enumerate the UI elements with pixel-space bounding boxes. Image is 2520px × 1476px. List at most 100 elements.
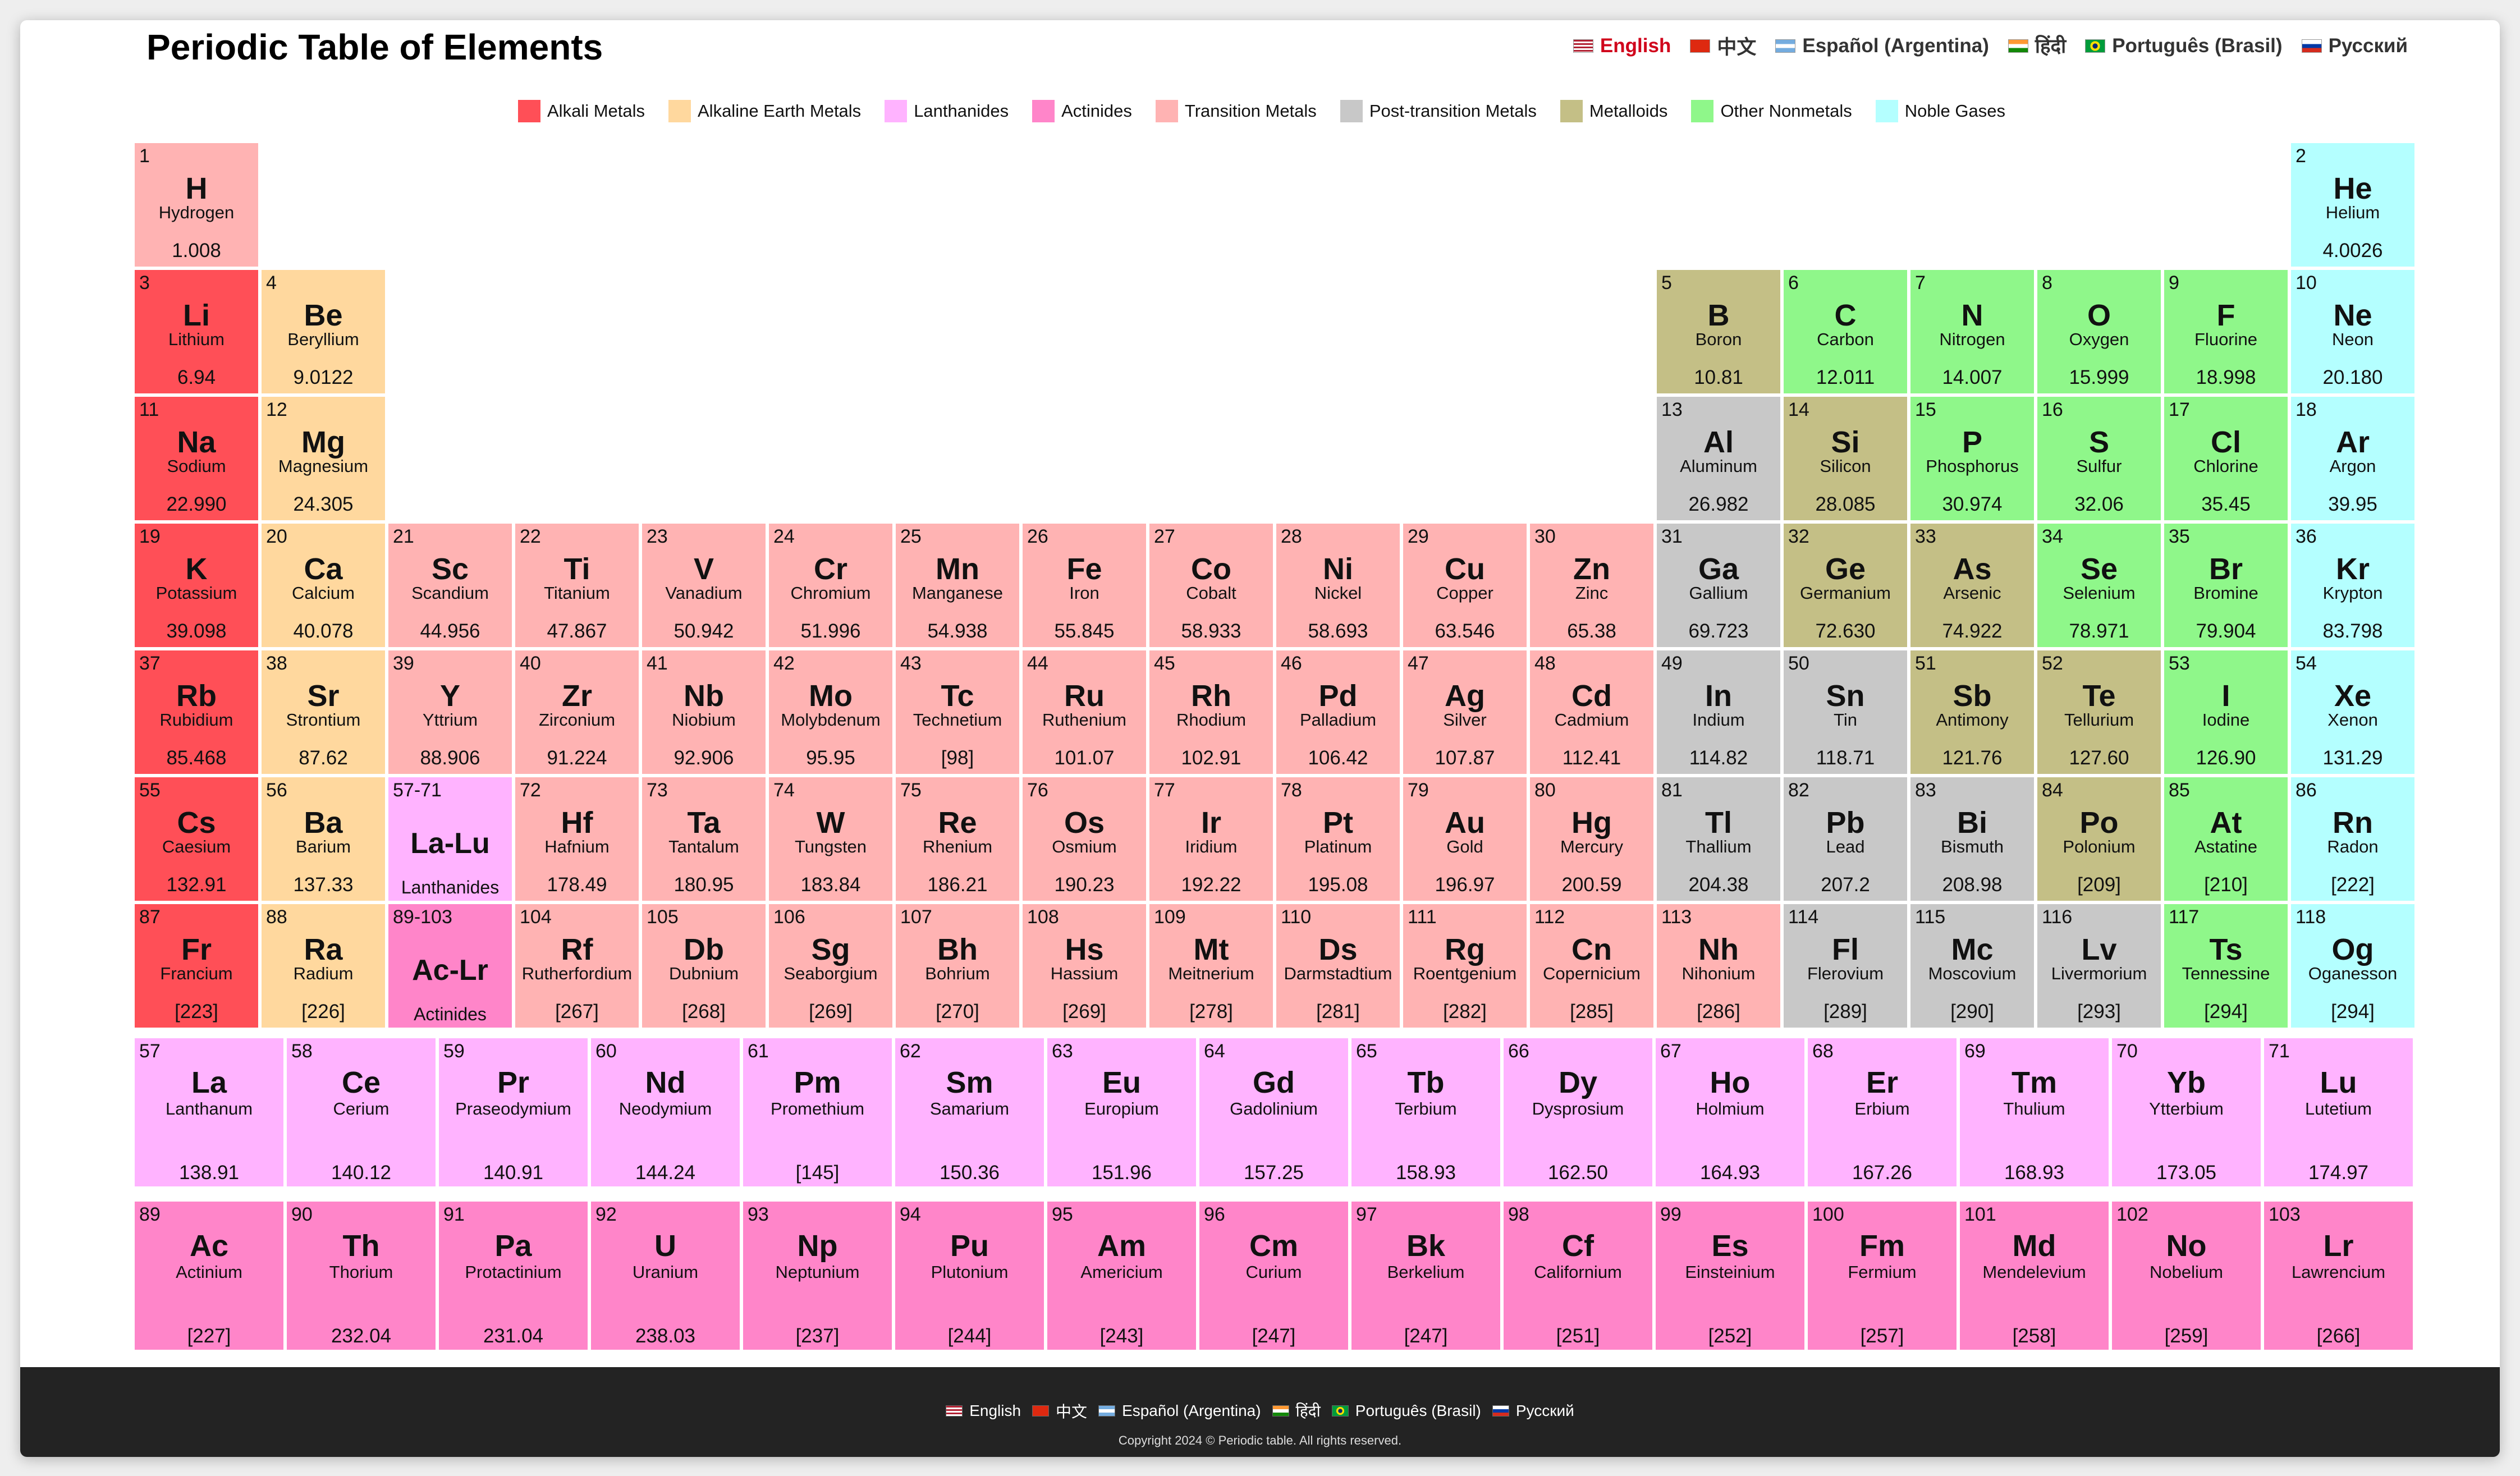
element-he[interactable]: 2 He Helium 4.0026 bbox=[2289, 141, 2416, 268]
element-zr[interactable]: 40 Zr Zirconium 91.224 bbox=[514, 649, 640, 776]
element-s[interactable]: 16 S Sulfur 32.06 bbox=[2036, 395, 2162, 522]
element-as[interactable]: 33 As Arsenic 74.922 bbox=[1909, 522, 2036, 649]
element-k[interactable]: 19 K Potassium 39.098 bbox=[133, 522, 260, 649]
element-br[interactable]: 35 Br Bromine 79.904 bbox=[2162, 522, 2289, 649]
element-fr[interactable]: 87 Fr Francium [223] bbox=[133, 902, 260, 1029]
element-pt[interactable]: 78 Pt Platinum 195.08 bbox=[1275, 776, 1401, 902]
element-u[interactable]: 92 U Uranium 238.03 bbox=[589, 1200, 741, 1351]
element-bh[interactable]: 107 Bh Bohrium [270] bbox=[894, 902, 1021, 1029]
element-dy[interactable]: 66 Dy Dysprosium 162.50 bbox=[1502, 1037, 1654, 1188]
element-tm[interactable]: 69 Tm Thulium 168.93 bbox=[1958, 1037, 2110, 1188]
element-te[interactable]: 52 Te Tellurium 127.60 bbox=[2036, 649, 2162, 776]
legend-item[interactable]: Transition Metals bbox=[1155, 100, 1317, 122]
element-er[interactable]: 68 Er Erbium 167.26 bbox=[1806, 1037, 1958, 1188]
element-cu[interactable]: 29 Cu Copper 63.546 bbox=[1401, 522, 1528, 649]
element-ga[interactable]: 31 Ga Gallium 69.723 bbox=[1655, 522, 1782, 649]
header-lang-br[interactable]: Português (Brasil) bbox=[2085, 35, 2283, 57]
element-hf[interactable]: 72 Hf Hafnium 178.49 bbox=[514, 776, 640, 902]
element-th[interactable]: 90 Th Thorium 232.04 bbox=[285, 1200, 437, 1351]
element-ni[interactable]: 28 Ni Nickel 58.693 bbox=[1275, 522, 1401, 649]
element-o[interactable]: 8 O Oxygen 15.999 bbox=[2036, 268, 2162, 395]
element-eu[interactable]: 63 Eu Europium 151.96 bbox=[1046, 1037, 1198, 1188]
element-ca[interactable]: 20 Ca Calcium 40.078 bbox=[260, 522, 387, 649]
element-pb[interactable]: 82 Pb Lead 207.2 bbox=[1782, 776, 1909, 902]
element-ba[interactable]: 56 Ba Barium 137.33 bbox=[260, 776, 387, 902]
element-n[interactable]: 7 N Nitrogen 14.007 bbox=[1909, 268, 2036, 395]
element-no[interactable]: 102 No Nobelium [259] bbox=[2110, 1200, 2262, 1351]
element-fe[interactable]: 26 Fe Iron 55.845 bbox=[1021, 522, 1148, 649]
element-re[interactable]: 75 Re Rhenium 186.21 bbox=[894, 776, 1021, 902]
element-h[interactable]: 1 H Hydrogen 1.008 bbox=[133, 141, 260, 268]
element-cr[interactable]: 24 Cr Chromium 51.996 bbox=[767, 522, 894, 649]
element-i[interactable]: 53 I Iodine 126.90 bbox=[2162, 649, 2289, 776]
element-mo[interactable]: 42 Mo Molybdenum 95.95 bbox=[767, 649, 894, 776]
element-mg[interactable]: 12 Mg Magnesium 24.305 bbox=[260, 395, 387, 522]
element-pm[interactable]: 61 Pm Promethium [145] bbox=[741, 1037, 894, 1188]
element-zn[interactable]: 30 Zn Zinc 65.38 bbox=[1528, 522, 1655, 649]
element-at[interactable]: 85 At Astatine [210] bbox=[2162, 776, 2289, 902]
element-f[interactable]: 9 F Fluorine 18.998 bbox=[2162, 268, 2289, 395]
legend-item[interactable]: Metalloids bbox=[1560, 100, 1667, 122]
element-fm[interactable]: 100 Fm Fermium [257] bbox=[1806, 1200, 1958, 1351]
element-fl[interactable]: 114 Fl Flerovium [289] bbox=[1782, 902, 1909, 1029]
element-sg[interactable]: 106 Sg Seaborgium [269] bbox=[767, 902, 894, 1029]
element-kr[interactable]: 36 Kr Krypton 83.798 bbox=[2289, 522, 2416, 649]
header-lang-ar[interactable]: Español (Argentina) bbox=[1775, 35, 1989, 57]
element-tb[interactable]: 65 Tb Terbium 158.93 bbox=[1350, 1037, 1502, 1188]
legend-item[interactable]: Alkali Metals bbox=[518, 100, 645, 122]
element-os[interactable]: 76 Os Osmium 190.23 bbox=[1021, 776, 1148, 902]
element-na[interactable]: 11 Na Sodium 22.990 bbox=[133, 395, 260, 522]
legend-item[interactable]: Noble Gases bbox=[1875, 100, 2005, 122]
element-es[interactable]: 99 Es Einsteinium [252] bbox=[1654, 1200, 1806, 1351]
header-lang-ru[interactable]: Русский bbox=[2301, 35, 2408, 57]
footer-lang-cn[interactable]: 中文 bbox=[1032, 1400, 1087, 1422]
series-placeholder-la-lu[interactable]: 57-71 La-Lu Lanthanides bbox=[387, 776, 514, 902]
element-cf[interactable]: 98 Cf Californium [251] bbox=[1502, 1200, 1654, 1351]
footer-lang-in[interactable]: हिंदी bbox=[1272, 1400, 1321, 1422]
element-rh[interactable]: 45 Rh Rhodium 102.91 bbox=[1148, 649, 1275, 776]
element-cd[interactable]: 48 Cd Cadmium 112.41 bbox=[1528, 649, 1655, 776]
element-xe[interactable]: 54 Xe Xenon 131.29 bbox=[2289, 649, 2416, 776]
series-placeholder-ac-lr[interactable]: 89-103 Ac-Lr Actinides bbox=[387, 902, 514, 1029]
element-ag[interactable]: 47 Ag Silver 107.87 bbox=[1401, 649, 1528, 776]
element-al[interactable]: 13 Al Aluminum 26.982 bbox=[1655, 395, 1782, 522]
element-hs[interactable]: 108 Hs Hassium [269] bbox=[1021, 902, 1148, 1029]
element-ds[interactable]: 110 Ds Darmstadtium [281] bbox=[1275, 902, 1401, 1029]
element-cl[interactable]: 17 Cl Chlorine 35.45 bbox=[2162, 395, 2289, 522]
element-mc[interactable]: 115 Mc Moscovium [290] bbox=[1909, 902, 2036, 1029]
legend-item[interactable]: Post-transition Metals bbox=[1340, 100, 1537, 122]
header-lang-us[interactable]: English bbox=[1573, 35, 1671, 57]
element-pd[interactable]: 46 Pd Palladium 106.42 bbox=[1275, 649, 1401, 776]
element-se[interactable]: 34 Se Selenium 78.971 bbox=[2036, 522, 2162, 649]
element-nb[interactable]: 41 Nb Niobium 92.906 bbox=[640, 649, 767, 776]
element-ge[interactable]: 32 Ge Germanium 72.630 bbox=[1782, 522, 1909, 649]
element-rf[interactable]: 104 Rf Rutherfordium [267] bbox=[514, 902, 640, 1029]
element-lv[interactable]: 116 Lv Livermorium [293] bbox=[2036, 902, 2162, 1029]
element-sr[interactable]: 38 Sr Strontium 87.62 bbox=[260, 649, 387, 776]
element-y[interactable]: 39 Y Yttrium 88.906 bbox=[387, 649, 514, 776]
element-nh[interactable]: 113 Nh Nihonium [286] bbox=[1655, 902, 1782, 1029]
element-tc[interactable]: 43 Tc Technetium [98] bbox=[894, 649, 1021, 776]
element-sn[interactable]: 50 Sn Tin 118.71 bbox=[1782, 649, 1909, 776]
element-tl[interactable]: 81 Tl Thallium 204.38 bbox=[1655, 776, 1782, 902]
element-np[interactable]: 93 Np Neptunium [237] bbox=[741, 1200, 894, 1351]
element-sm[interactable]: 62 Sm Samarium 150.36 bbox=[894, 1037, 1046, 1188]
element-pu[interactable]: 94 Pu Plutonium [244] bbox=[894, 1200, 1046, 1351]
header-lang-in[interactable]: हिंदी bbox=[2008, 33, 2066, 59]
element-nd[interactable]: 60 Nd Neodymium 144.24 bbox=[589, 1037, 741, 1188]
element-ru[interactable]: 44 Ru Ruthenium 101.07 bbox=[1021, 649, 1148, 776]
header-lang-cn[interactable]: 中文 bbox=[1690, 31, 1756, 60]
element-bk[interactable]: 97 Bk Berkelium [247] bbox=[1350, 1200, 1502, 1351]
element-ts[interactable]: 117 Ts Tennessine [294] bbox=[2162, 902, 2289, 1029]
element-md[interactable]: 101 Md Mendelevium [258] bbox=[1958, 1200, 2110, 1351]
element-og[interactable]: 118 Og Oganesson [294] bbox=[2289, 902, 2416, 1029]
footer-lang-ar[interactable]: Español (Argentina) bbox=[1098, 1402, 1261, 1420]
element-rg[interactable]: 111 Rg Roentgenium [282] bbox=[1401, 902, 1528, 1029]
element-w[interactable]: 74 W Tungsten 183.84 bbox=[767, 776, 894, 902]
element-rn[interactable]: 86 Rn Radon [222] bbox=[2289, 776, 2416, 902]
legend-item[interactable]: Lanthanides bbox=[885, 100, 1009, 122]
element-pr[interactable]: 59 Pr Praseodymium 140.91 bbox=[437, 1037, 589, 1188]
legend-item[interactable]: Other Nonmetals bbox=[1691, 100, 1852, 122]
element-ho[interactable]: 67 Ho Holmium 164.93 bbox=[1654, 1037, 1806, 1188]
element-au[interactable]: 79 Au Gold 196.97 bbox=[1401, 776, 1528, 902]
